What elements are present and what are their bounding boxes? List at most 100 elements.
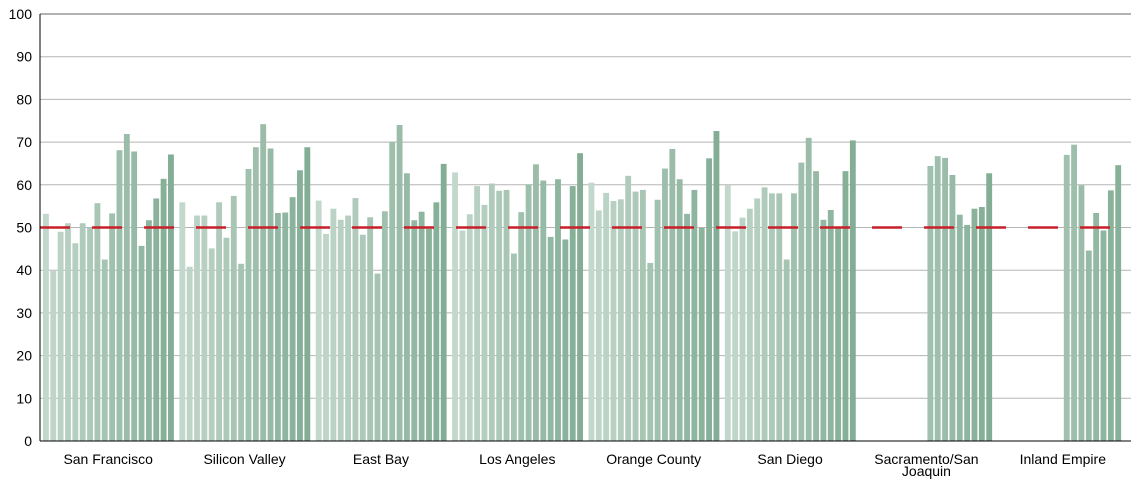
y-tick-label: 40 [16,262,32,278]
bar [632,191,639,441]
x-axis: San Francisco Silicon Valley East Bay Los A… [40,440,1131,479]
bar [724,185,731,441]
bar [72,243,79,441]
bar [949,174,956,442]
bar [533,164,539,442]
bar [746,208,753,441]
bar [978,207,985,441]
y-tick-label: 100 [9,6,33,22]
bar [706,158,713,441]
category-label: Los Angeles [479,451,555,467]
bar [367,217,374,441]
bar [245,169,252,441]
y-tick-label: 50 [16,220,32,236]
bar [282,212,289,441]
y-tick-label: 30 [16,305,32,321]
bar [610,201,617,441]
bar [791,193,797,441]
bar [669,148,676,441]
bar [496,190,503,441]
bar [179,202,186,441]
bar [1107,190,1114,441]
bar [603,192,610,441]
bar [315,200,322,441]
bar [201,215,208,441]
bar [713,131,720,441]
bar [404,173,410,441]
bar [732,231,739,441]
bar [1093,212,1100,441]
bar [323,233,329,441]
bars [43,124,1122,442]
bar [160,178,167,441]
bar [569,186,576,441]
bar [1078,185,1085,441]
bar [676,179,683,441]
bar [267,148,274,441]
bar [1071,144,1078,441]
bar [186,266,193,441]
bar [459,230,466,441]
bar [381,211,388,441]
y-tick-label: 0 [24,433,32,449]
bar [783,259,790,441]
bar [503,189,510,441]
bar [555,179,561,441]
bar [145,220,152,441]
bar [345,215,352,441]
bar [510,253,517,441]
bar [252,147,259,441]
bar [849,140,856,441]
bar [208,248,215,441]
bar [754,198,761,441]
bar [374,273,381,441]
y-tick-label: 10 [16,390,32,406]
y-tick-label: 70 [16,134,32,150]
bar [488,183,495,441]
y-tick-label: 90 [16,49,32,65]
bar [330,208,337,441]
bar [691,189,698,441]
bar [289,197,296,441]
bar [194,215,200,441]
bar [934,156,941,441]
bar [1100,230,1107,441]
bar [684,213,690,441]
bar [798,162,805,441]
bar [116,150,123,441]
bar [813,171,819,441]
bar [625,175,632,441]
bar [57,231,64,441]
bar [525,184,532,441]
category-label: Inland Empire [1020,451,1107,467]
bar [94,203,101,441]
bar [79,223,86,441]
bar [842,171,849,441]
bar [518,212,525,441]
bar [639,189,646,441]
bar [827,209,834,441]
bar [835,227,842,441]
bar [1115,165,1122,441]
bar [297,170,303,441]
bar [562,239,569,441]
bar [761,187,768,441]
y-tick-label: 60 [16,177,32,193]
bar [474,186,481,441]
bar [466,214,473,441]
bar [87,227,93,441]
bar [540,180,547,441]
bar [481,204,488,441]
bar [109,213,116,441]
bar [776,193,783,441]
bar [433,202,440,441]
bar [927,166,934,441]
bar [396,125,403,442]
category-label: San Diego [757,451,823,467]
bar [260,124,267,442]
category-label: Orange County [606,451,701,467]
bar [647,262,654,441]
bar [123,133,130,442]
bar [769,193,775,441]
